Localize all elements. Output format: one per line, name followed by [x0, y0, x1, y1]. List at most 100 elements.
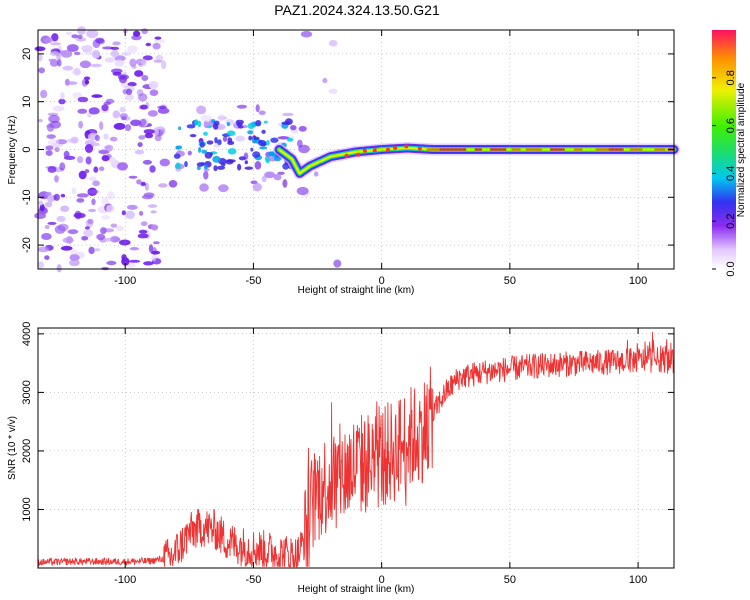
spectrogram-cell: [238, 156, 246, 161]
spectrogram-cell: [34, 212, 46, 219]
spectrogram-cell: [235, 135, 245, 142]
spectrogram-cell: [145, 42, 152, 47]
spectrogram-cell: [198, 146, 202, 153]
spectrogram-cell: [139, 118, 147, 126]
spectrogram-cell: [322, 77, 328, 84]
spectrogram-cell: [203, 170, 209, 180]
spectrogram-cell: [200, 114, 212, 123]
spectrogram-cell: [87, 189, 99, 194]
spectrogram-cell: [73, 212, 86, 219]
spectrogram-cell: [87, 112, 92, 118]
spectrogram-cell: [127, 45, 138, 54]
spectrogram-cell: [151, 224, 159, 231]
spectrogram-cell: [226, 130, 236, 136]
spectrogram-cell: [137, 142, 143, 148]
spectrogram-cell: [44, 255, 50, 260]
spectrogram-cell: [67, 138, 77, 143]
spectrogram-cell: [143, 192, 155, 198]
spectrogram-cell: [66, 44, 79, 52]
spectrogram-cell: [79, 60, 91, 69]
spectrogram-cell: [56, 215, 66, 222]
spectrogram-cell: [127, 82, 137, 87]
colorbar-tick-label: 0.0: [725, 261, 737, 276]
spectrogram-cell: [227, 140, 235, 145]
spectrogram-cell: [313, 171, 319, 177]
spectrogram-cell: [252, 182, 262, 192]
spectrogram-cell: [153, 241, 160, 245]
spectrogram-cell: [213, 165, 218, 172]
spectrogram-cell: [157, 107, 170, 114]
spectrogram-cell: [201, 149, 208, 154]
spectrogram-cell: [62, 65, 74, 71]
spectrogram-cell: [59, 162, 66, 171]
spectrogram-cell: [121, 210, 126, 216]
spectrogram-cell: [113, 122, 126, 130]
spectrogram-cell: [218, 184, 229, 193]
spectrogram-cell: [77, 96, 89, 103]
spectrogram-ylabel: Frequency (Hz): [7, 116, 18, 185]
spectrogram-cell: [112, 71, 122, 76]
spectrogram-cell: [150, 250, 161, 255]
spectrogram-cell: [91, 198, 96, 206]
spectrogram-cell: [71, 187, 77, 195]
spectrogram-cells: [34, 26, 343, 273]
spectrogram-cell: [117, 74, 130, 80]
spectrogram-cell: [137, 233, 149, 239]
spectrogram-cell: [209, 152, 213, 157]
spectrogram-cell: [88, 107, 100, 115]
spectrogram-cell: [130, 119, 142, 127]
spectrogram-cell: [47, 221, 57, 225]
spectrogram-cell: [121, 257, 130, 266]
spectrogram-ytick-label: 0: [21, 146, 33, 152]
spectrogram-cell: [96, 233, 106, 241]
spectrogram-xtick-label: 100: [629, 275, 647, 287]
spectrogram-cell: [196, 105, 207, 115]
spectrogram-cell: [40, 89, 48, 99]
spectrogram-cell: [91, 142, 100, 147]
spectrogram-cell: [54, 225, 66, 234]
spectrogram-cell: [109, 136, 118, 142]
colorbar-label: Normalized spectral amplitude: [736, 82, 747, 217]
spectrogram-cell: [121, 116, 127, 121]
spectrogram-cell: [38, 67, 45, 74]
spectrogram-cell: [105, 144, 114, 152]
spectrogram-cell: [71, 34, 79, 39]
snr-frame: [37, 327, 675, 569]
spectrogram-cell: [206, 140, 214, 145]
spectrogram-cell: [144, 132, 154, 139]
spectrogram-cell: [141, 75, 149, 81]
spectrogram-cell: [257, 139, 267, 147]
spectrogram-cell: [73, 67, 81, 75]
spectrogram-cell: [78, 120, 83, 129]
spectrogram-cell: [81, 236, 89, 241]
spectrogram-cell: [117, 162, 128, 171]
spectrogram-cell: [57, 59, 62, 67]
snr-xtick-label: 0: [379, 574, 385, 586]
spectrogram-cell: [37, 246, 50, 253]
spectrogram-cell: [160, 128, 165, 135]
spectrogram-cell: [47, 166, 57, 173]
spectrogram-cell: [83, 229, 94, 237]
spectrogram-xtick-label: 50: [504, 275, 516, 287]
spectrogram-cell: [38, 200, 43, 206]
colorbar: 0.0 0.2 0.4 0.6 0.8 Normalized spectral ampl…: [712, 30, 747, 277]
spectrogram-cell: [142, 55, 153, 61]
colorbar-tick-label: 0.6: [725, 118, 737, 133]
spectrogram-cell: [298, 144, 310, 154]
spectrogram-cell: [261, 129, 266, 134]
spectrogram-cell: [94, 248, 101, 252]
spectrogram-cell: [150, 210, 157, 214]
spectrogram-cell: [84, 169, 90, 174]
spectrogram-cell: [84, 144, 94, 153]
spectrogram-cell: [186, 124, 196, 129]
spectrogram-cell: [203, 131, 208, 136]
spectrogram-cell: [133, 30, 141, 37]
spectrogram-cell: [140, 221, 148, 227]
snr-panel: -100 -50 0 50 100 1000 2000 3000 4000 Height of …: [7, 322, 675, 595]
spectrogram-cell: [277, 171, 285, 175]
spectrogram-cell: [140, 104, 148, 110]
snr-xtick-label: 100: [629, 574, 647, 586]
spectrogram-cell: [248, 135, 253, 141]
